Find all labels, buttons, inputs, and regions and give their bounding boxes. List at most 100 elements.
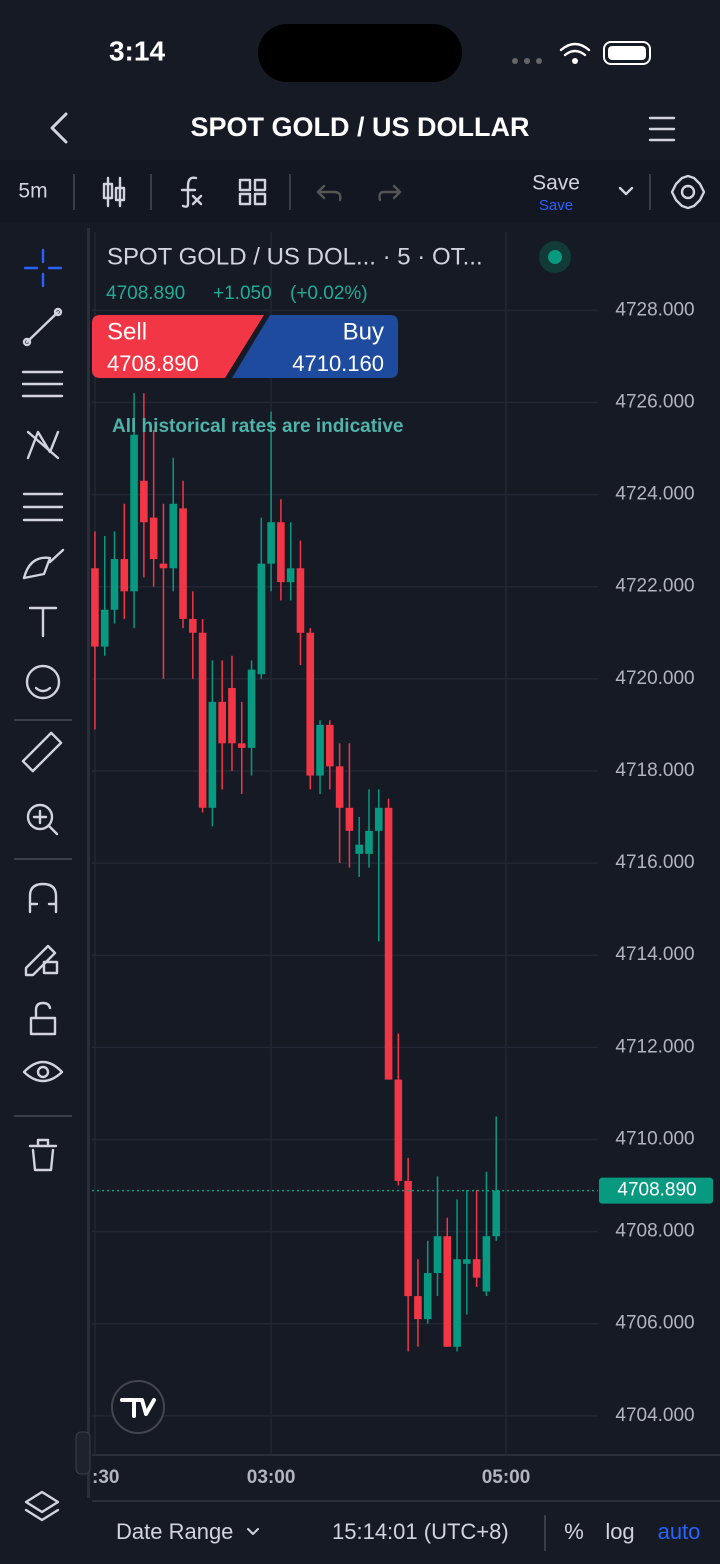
candle-body (267, 522, 275, 564)
candle-body (463, 1259, 471, 1264)
tool-separators (14, 719, 72, 1117)
buy-label: Buy (343, 318, 384, 345)
candle-body (345, 807, 354, 831)
save-button[interactable]: Save (532, 172, 580, 195)
y-tick-label: 4718.000 (615, 760, 694, 781)
candle-body (120, 559, 129, 592)
y-tick-label: 4722.000 (615, 576, 694, 597)
candle-body (482, 1236, 491, 1292)
logo-mark (120, 1398, 156, 1418)
sell-button[interactable] (92, 315, 264, 378)
candle-body (91, 568, 99, 647)
y-tick-label: 4716.000 (615, 852, 694, 873)
plot-background (92, 232, 598, 1455)
candle-body (149, 517, 158, 560)
candle-body (130, 434, 138, 592)
x-tick-label: 03:00 (247, 1467, 296, 1488)
candle-body (443, 1236, 452, 1347)
candle-body (374, 807, 383, 831)
toolbar-icons[interactable] (102, 174, 706, 210)
logo[interactable] (111, 1380, 165, 1434)
candle-body (237, 743, 246, 748)
candle-body (100, 609, 109, 647)
x-tick-label: 05:00 (482, 1467, 531, 1488)
menu-button[interactable] (648, 116, 676, 142)
candle-body (296, 568, 305, 633)
sell-price: 4708.890 (107, 351, 199, 376)
toolbar-separators (73, 174, 651, 210)
candle-body (316, 724, 324, 776)
last-price-tag (599, 1177, 713, 1204)
date-range-caret (247, 1528, 259, 1535)
candle-body (472, 1259, 481, 1278)
candle-body (414, 1296, 422, 1320)
buy-price: 4710.160 (292, 351, 384, 376)
last-price-label: 4708.890 (617, 1180, 696, 1201)
candle-body (277, 522, 285, 583)
collapse-handle[interactable] (75, 1431, 91, 1475)
candle-body (198, 632, 207, 808)
candle-body (218, 701, 226, 744)
candle-body (404, 1180, 412, 1297)
log-toggle[interactable]: log (605, 1519, 634, 1544)
candle-body (208, 701, 217, 808)
y-tick-label: 4728.000 (615, 299, 694, 320)
header-title: SPOT GOLD / US DOLLAR (190, 112, 529, 142)
candle-body (140, 480, 148, 523)
auto-toggle[interactable]: auto (658, 1519, 701, 1544)
candle-body (306, 632, 315, 776)
candle-body (335, 766, 344, 808)
back-button[interactable] (50, 112, 68, 144)
candle-body (247, 669, 256, 748)
y-tick-label: 4704.000 (615, 1405, 694, 1426)
candle-body (384, 807, 393, 1080)
date-range-button[interactable]: Date Range (116, 1519, 233, 1544)
candle-body (189, 618, 197, 633)
x-tick-label: :30 (92, 1467, 119, 1488)
candle-body (423, 1273, 432, 1320)
bottom-divider (92, 1500, 720, 1502)
legend-change: +1.050 (213, 283, 272, 304)
candle-body (453, 1259, 461, 1347)
candle-body (257, 563, 266, 675)
y-tick-label: 4712.000 (615, 1036, 694, 1057)
candle-body (286, 568, 295, 583)
tool-divider (87, 228, 90, 1498)
clock: 15:14:01 (UTC+8) (332, 1519, 509, 1544)
notice: All historical rates are indicative (112, 416, 403, 437)
plot-area: 4704.000 4706.000 4708.000 4710.000 4712.000… (91, 232, 720, 1488)
market-status-dot (548, 250, 562, 264)
sell-label: Sell (107, 318, 147, 345)
status-icons (512, 41, 651, 65)
y-tick-label: 4720.000 (615, 668, 694, 689)
interval-button[interactable]: 5m (18, 180, 47, 203)
candle-body (228, 688, 236, 744)
y-tick-label: 4714.000 (615, 944, 694, 965)
save-subtitle: Save (539, 197, 573, 214)
legend-title: SPOT GOLD / US DOL... · 5 · OT... (107, 243, 483, 270)
bottom-separator (544, 1515, 546, 1551)
dynamic-island (258, 24, 462, 82)
candle-body (110, 559, 119, 610)
legend-price: 4708.890 (106, 283, 185, 304)
y-tick-label: 4708.000 (615, 1221, 694, 1242)
y-tick-label: 4726.000 (615, 391, 694, 412)
y-tick-label: 4724.000 (615, 484, 694, 505)
drawing-tools[interactable] (21, 248, 65, 1522)
candle-body (394, 1079, 403, 1181)
candle-body (365, 830, 373, 854)
percent-toggle[interactable]: % (564, 1519, 584, 1544)
candle-body (326, 724, 334, 767)
candle-body (492, 1190, 501, 1237)
candle-body (159, 563, 168, 569)
candle-body (169, 503, 178, 569)
buy-button[interactable] (232, 315, 398, 378)
status-time: 3:14 (109, 35, 165, 66)
y-tick-label: 4706.000 (615, 1313, 694, 1334)
candle-body (355, 844, 363, 854)
legend-change-pct: (+0.02%) (290, 283, 368, 304)
y-tick-label: 4710.000 (615, 1128, 694, 1149)
candle-body (433, 1236, 442, 1274)
